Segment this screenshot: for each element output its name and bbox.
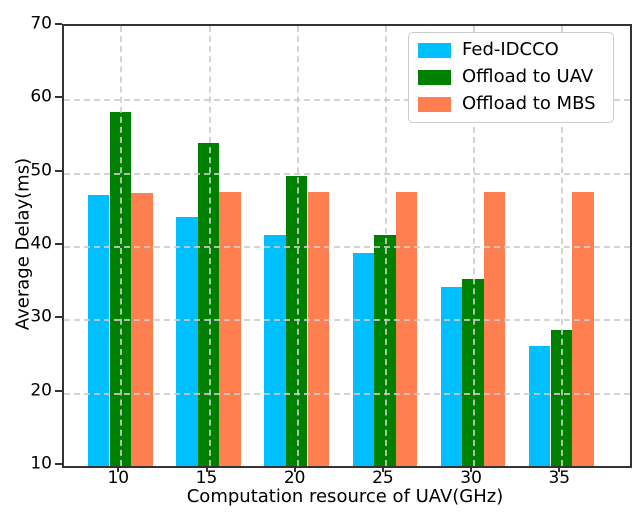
x-tick-label-15: 15 (195, 468, 218, 488)
gridline-y-40 (64, 246, 630, 248)
x-tick-mark-10 (117, 466, 120, 472)
x-tick-label-25: 25 (372, 468, 394, 488)
x-tick-mark-20 (293, 466, 296, 472)
y-tick-label-10: 10 (30, 453, 52, 474)
bar-fed-idcco-20 (264, 235, 286, 466)
grid-layer (64, 26, 630, 466)
y-axis-title: Average Delay(ms) (12, 157, 34, 331)
gridline-y-60 (64, 99, 630, 102)
gridline-x-25 (384, 26, 387, 466)
gridline-x-35 (561, 26, 564, 466)
y-tick-mark-10 (55, 463, 62, 465)
bar-fed-idcco-10 (87, 194, 110, 466)
x-tick-label-10: 10 (107, 468, 130, 488)
legend-item-offload-to-uav: Offload to UAV (418, 67, 603, 87)
y-tick-label-60: 60 (30, 86, 52, 107)
y-tick-mark-20 (55, 389, 62, 392)
x-tick-label-35: 35 (548, 468, 571, 488)
gridline-y-30 (64, 319, 630, 322)
bar-fed-idcco-25 (352, 253, 375, 466)
y-tick-label-40: 40 (30, 233, 52, 254)
bar-offload-to-mbs-35 (572, 191, 594, 466)
bar-offload-to-mbs-30 (483, 191, 506, 466)
y-tick-mark-50 (55, 169, 62, 172)
legend-item-offload-to-mbs: Offload to MBS (418, 94, 603, 114)
y-tick-label-50: 50 (30, 160, 52, 181)
x-tick-label-30: 30 (460, 468, 482, 488)
y-tick-mark-40 (55, 243, 62, 245)
x-tick-mark-25 (381, 466, 384, 472)
x-tick-mark-15 (205, 466, 208, 472)
gridline-x-10 (120, 26, 123, 466)
gridline-y-50 (64, 172, 630, 175)
y-tick-label-30: 30 (30, 306, 52, 327)
y-tick-label-70: 70 (30, 13, 52, 34)
legend: Fed-IDCCO Offload to UAV Offload to MBS (408, 32, 614, 123)
gridline-y-20 (64, 392, 630, 395)
gridline-x-20 (296, 26, 299, 466)
legend-label-fed-idcco: Fed-IDCCO (462, 39, 559, 60)
bar-fed-idcco-15 (176, 216, 198, 466)
y-tick-mark-30 (55, 316, 62, 319)
y-tick-mark-60 (55, 96, 62, 99)
bar-offload-to-mbs-15 (219, 192, 241, 466)
bar-offload-to-mbs-10 (131, 193, 153, 466)
bar-fed-idcco-30 (440, 287, 463, 466)
x-tick-mark-30 (470, 466, 473, 472)
x-axis-title: Computation resource of UAV(GHz) (186, 486, 504, 507)
legend-item-fed-idcco: Fed-IDCCO (418, 40, 603, 60)
legend-swatch-fed-idcco (418, 42, 451, 58)
legend-label-offload-to-mbs: Offload to MBS (462, 93, 596, 114)
legend-swatch-offload-to-mbs (418, 96, 451, 112)
legend-label-offload-to-uav: Offload to UAV (462, 66, 594, 87)
y-tick-mark-70 (55, 23, 62, 25)
bar-fed-idcco-35 (528, 345, 551, 466)
gridline-x-15 (208, 26, 211, 466)
gridline-x-30 (473, 26, 476, 466)
bar-offload-to-mbs-25 (395, 191, 418, 466)
bar-offload-to-uav-15 (197, 143, 220, 466)
x-tick-mark-35 (558, 466, 561, 472)
bar-offload-to-mbs-20 (307, 191, 330, 466)
x-tick-label-20: 20 (283, 468, 306, 488)
y-tick-label-20: 20 (30, 380, 52, 401)
legend-swatch-offload-to-uav (418, 69, 451, 85)
